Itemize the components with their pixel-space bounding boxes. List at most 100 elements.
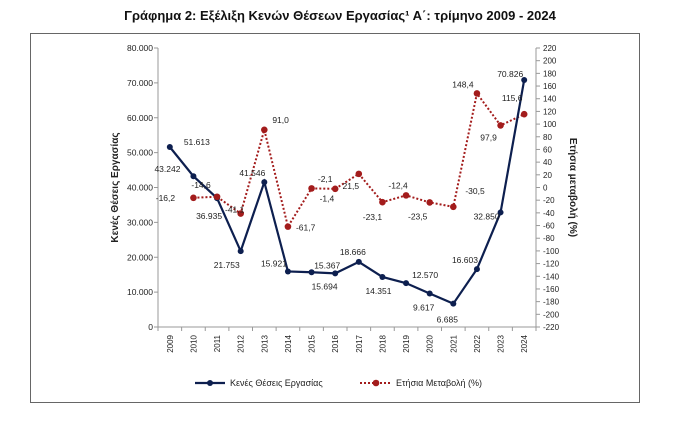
right-tick-label: -100 bbox=[543, 247, 560, 256]
data-point-vacancies bbox=[166, 143, 173, 150]
data-label-annual-change: 21,5 bbox=[343, 181, 360, 191]
left-tick-label: 10.000 bbox=[127, 287, 153, 297]
data-label-vacancies: 70.826 bbox=[497, 69, 523, 79]
right-tick-label: -140 bbox=[543, 272, 560, 281]
data-label-vacancies: 15.921 bbox=[261, 258, 287, 268]
x-tick-label: 2020 bbox=[426, 334, 435, 352]
x-tick-label: 2018 bbox=[378, 334, 387, 352]
left-tick-label: 70.000 bbox=[127, 78, 153, 88]
data-label-annual-change: -61,7 bbox=[296, 223, 316, 233]
x-tick-label: 2019 bbox=[402, 334, 411, 352]
left-tick-label: 0 bbox=[148, 322, 153, 332]
data-point-annual-change bbox=[261, 126, 268, 134]
right-tick-label: 140 bbox=[543, 95, 557, 104]
data-label-annual-change: -41,1 bbox=[225, 205, 245, 215]
left-tick-label: 50.000 bbox=[127, 148, 153, 158]
x-tick-label: 2021 bbox=[449, 334, 458, 352]
x-tick-label: 2015 bbox=[308, 334, 317, 352]
x-tick-label: 2016 bbox=[331, 334, 340, 352]
right-tick-label: 100 bbox=[543, 120, 557, 129]
data-point-vacancies bbox=[379, 273, 386, 280]
x-tick-label: 2024 bbox=[520, 334, 529, 352]
left-tick-label: 20.000 bbox=[127, 252, 153, 262]
x-tick-label: 2011 bbox=[213, 334, 222, 352]
right-tick-label: 20 bbox=[543, 171, 552, 180]
legend-marker-vacancies bbox=[207, 380, 213, 386]
x-tick-label: 2022 bbox=[473, 334, 482, 352]
data-point-vacancies bbox=[403, 280, 410, 287]
right-tick-label: 80 bbox=[543, 133, 552, 142]
left-tick-label: 60.000 bbox=[127, 113, 153, 123]
data-label-annual-change: 97,9 bbox=[480, 132, 497, 142]
data-point-annual-change bbox=[237, 210, 244, 217]
data-label-vacancies: 32.850 bbox=[474, 211, 500, 221]
data-point-vacancies bbox=[473, 266, 480, 273]
x-tick-label: 2014 bbox=[284, 334, 293, 352]
data-label-vacancies: 15.694 bbox=[312, 281, 338, 291]
data-point-annual-change bbox=[331, 185, 339, 193]
data-point-vacancies bbox=[190, 173, 197, 180]
data-point-annual-change bbox=[355, 170, 363, 178]
x-tick-label: 2010 bbox=[189, 334, 198, 352]
data-label-annual-change: -12,4 bbox=[388, 180, 408, 190]
data-point-vacancies bbox=[284, 268, 291, 275]
data-label-annual-change: 115,6 bbox=[502, 93, 523, 103]
y2-axis-title: Ετήσια μεταβολή (%) bbox=[567, 138, 578, 237]
x-tick-label: 2013 bbox=[260, 334, 269, 352]
right-tick-label: 220 bbox=[543, 44, 557, 53]
right-tick-label: -20 bbox=[543, 196, 555, 205]
x-tick-label: 2009 bbox=[166, 334, 175, 352]
data-label-annual-change: 91,0 bbox=[272, 115, 289, 125]
data-label-annual-change: -30,5 bbox=[465, 186, 485, 196]
data-label-annual-change: -2,1 bbox=[318, 174, 333, 184]
data-label-annual-change: -23,1 bbox=[363, 212, 383, 222]
series-line-annual-change bbox=[193, 91, 525, 230]
right-tick-label: -60 bbox=[543, 222, 555, 231]
right-tick-label: -220 bbox=[543, 323, 560, 332]
data-point-annual-change bbox=[379, 198, 386, 206]
data-label-vacancies: 41.546 bbox=[239, 168, 265, 178]
data-point-vacancies bbox=[450, 300, 457, 307]
data-label-annual-change: -23,5 bbox=[408, 211, 428, 221]
right-tick-label: -120 bbox=[543, 260, 560, 269]
data-label-vacancies: 14.351 bbox=[365, 286, 391, 296]
legend-label-vacancies: Κενές Θέσεις Εργασίας bbox=[230, 378, 323, 388]
data-label-vacancies: 21.753 bbox=[214, 260, 240, 270]
right-tick-label: -180 bbox=[543, 298, 560, 307]
series-line-vacancies bbox=[168, 79, 526, 306]
data-label-annual-change: -14,6 bbox=[191, 180, 211, 190]
data-point-annual-change bbox=[497, 122, 504, 129]
data-label-annual-change: -1,4 bbox=[320, 193, 335, 203]
data-point-annual-change bbox=[450, 203, 457, 211]
left-tick-label: 80.000 bbox=[127, 43, 153, 53]
data-point-annual-change bbox=[213, 193, 221, 201]
data-point-annual-change bbox=[402, 192, 410, 199]
data-label-vacancies: 16.603 bbox=[452, 255, 478, 265]
data-label-vacancies: 15.367 bbox=[314, 260, 340, 270]
x-tick-label: 2023 bbox=[497, 334, 506, 352]
data-point-annual-change bbox=[284, 223, 292, 230]
right-tick-label: 120 bbox=[543, 107, 557, 116]
data-point-annual-change bbox=[308, 185, 315, 192]
left-tick-label: 30.000 bbox=[127, 217, 153, 227]
chart-frame bbox=[30, 33, 640, 403]
right-tick-label: -80 bbox=[543, 234, 555, 243]
right-tick-label: 60 bbox=[543, 145, 552, 154]
data-label-vacancies: 12.570 bbox=[412, 270, 438, 280]
data-label-annual-change: -16,2 bbox=[156, 193, 176, 203]
y-axis-title: Κενές Θέσεις Εργασίας bbox=[110, 132, 121, 242]
data-point-vacancies bbox=[261, 179, 268, 186]
left-tick-label: 40.000 bbox=[127, 183, 153, 193]
data-point-vacancies bbox=[426, 290, 433, 297]
legend-marker-annual-change bbox=[372, 379, 380, 387]
data-point-vacancies bbox=[308, 269, 315, 276]
data-point-vacancies bbox=[497, 209, 504, 216]
data-point-vacancies bbox=[355, 258, 362, 265]
data-label-vacancies: 36.935 bbox=[196, 211, 222, 221]
data-label-annual-change: 148,4 bbox=[452, 79, 474, 89]
right-tick-label: -40 bbox=[543, 209, 555, 218]
right-tick-label: 180 bbox=[543, 69, 557, 78]
data-point-vacancies bbox=[521, 76, 528, 83]
data-point-vacancies bbox=[237, 248, 244, 255]
